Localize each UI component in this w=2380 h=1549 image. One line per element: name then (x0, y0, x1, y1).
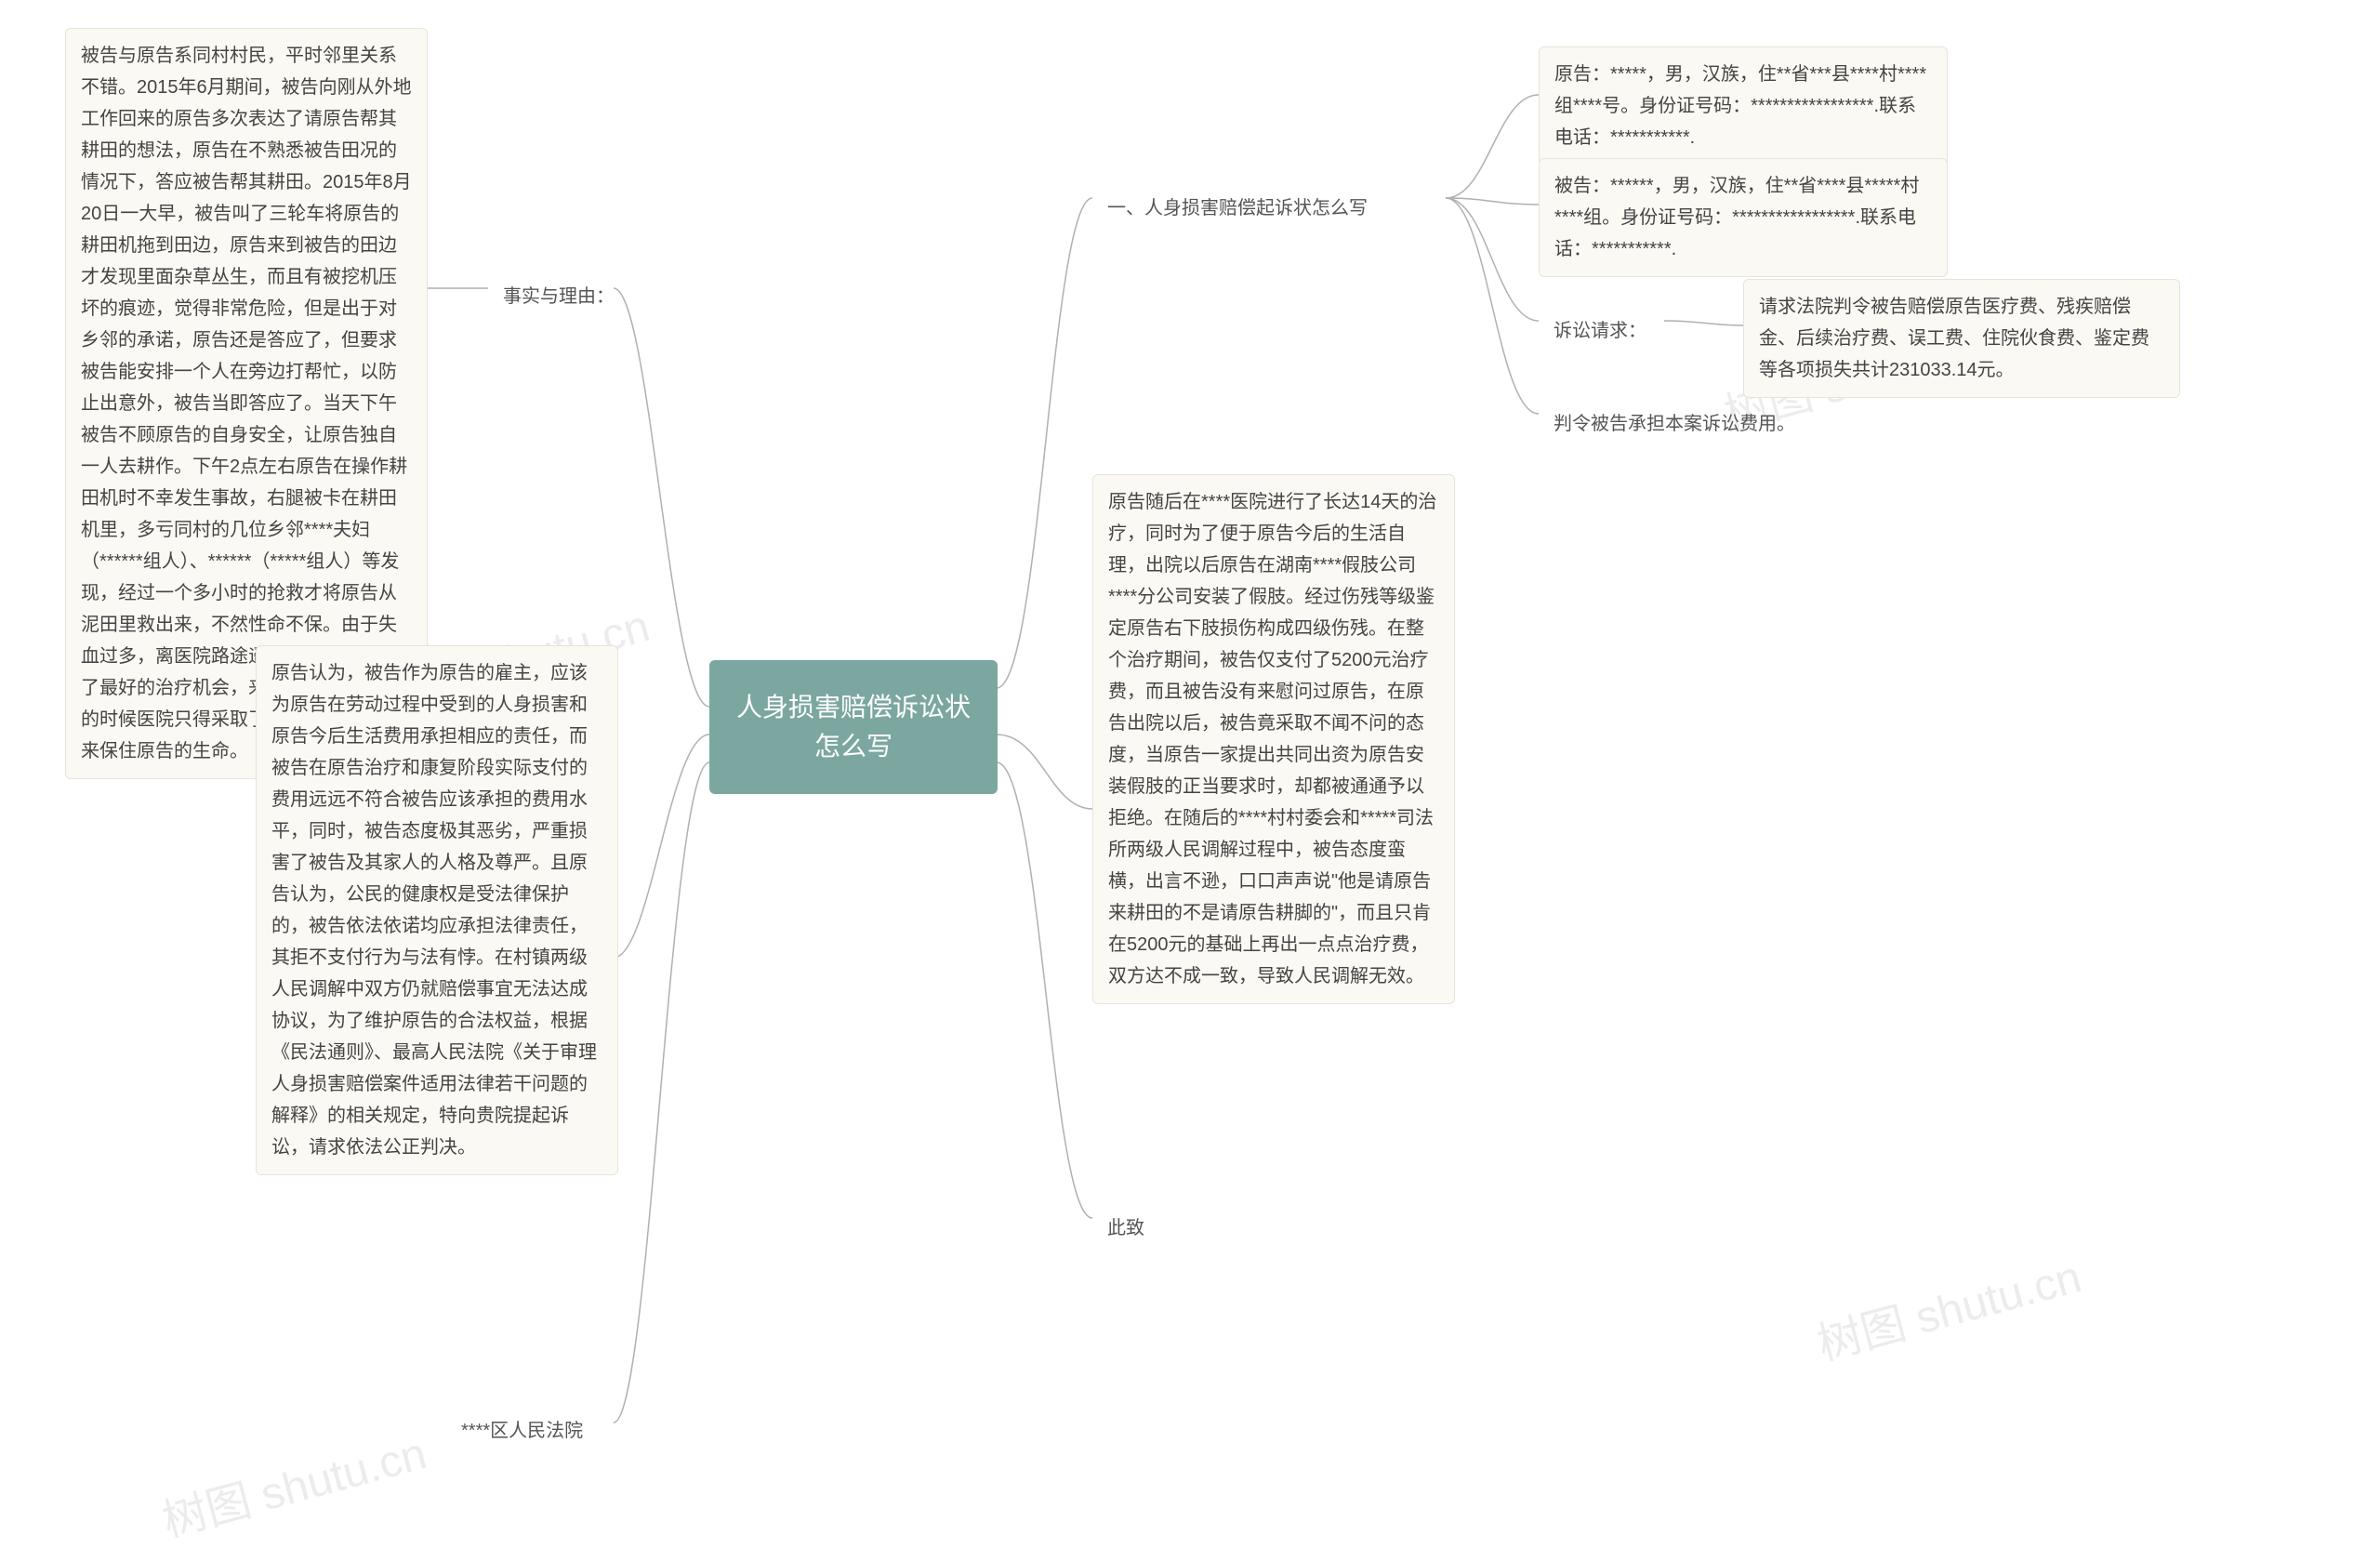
claim-body: 请求法院判令被告赔偿原告医疗费、残疾赔偿金、后续治疗费、误工费、住院伙食费、鉴定… (1743, 279, 2180, 398)
court-name: ****区人民法院 (446, 1404, 632, 1458)
watermark: 树图 shutu.cn (154, 1417, 432, 1549)
facts-label: 事实与理由： (488, 270, 637, 324)
defendant-info: 被告：******，男，汉族，住**省****县*****村****组。身份证号… (1539, 158, 1948, 277)
cizhi: 此致 (1092, 1201, 1167, 1255)
plaintiff-info: 原告：*****，男，汉族，住**省***县****村****组****号。身份… (1539, 46, 1948, 165)
watermark: 树图 shutu.cn (1809, 1240, 2087, 1373)
claim2: 判令被告承担本案诉讼费用。 (1539, 397, 1864, 451)
claim-label: 诉讼请求： (1539, 304, 1669, 358)
section1-label: 一、人身损害赔偿起诉状怎么写 (1092, 181, 1446, 235)
opinion-body: 原告认为，被告作为原告的雇主，应该为原告在劳动过程中受到的人身损害和原告今后生活… (256, 645, 618, 1175)
treatment-body: 原告随后在****医院进行了长达14天的治疗，同时为了便于原告今后的生活自理，出… (1092, 474, 1455, 1004)
center-title: 人身损害赔偿诉讼状怎么写 (709, 660, 998, 794)
